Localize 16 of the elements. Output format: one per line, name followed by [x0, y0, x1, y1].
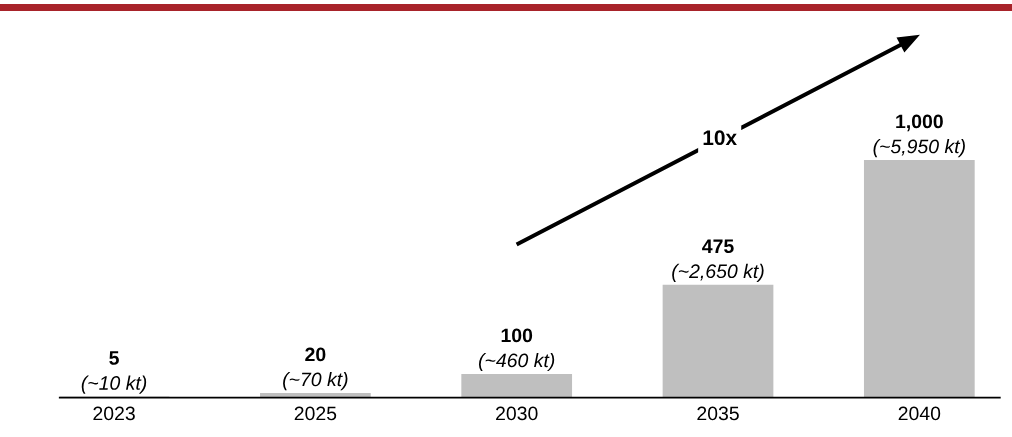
data-label: 100 [501, 328, 533, 343]
x-tick-label: 2040 [898, 406, 941, 421]
annotation: (~2,650 kt) [672, 263, 764, 282]
data-label: 20 [305, 347, 326, 362]
data-label: 1,000 [896, 114, 943, 132]
x-tick-label: 2035 [697, 406, 739, 421]
data-label: 5 [109, 351, 119, 365]
annotation: (~70 kt) [283, 372, 348, 391]
annotation: (~5,950 kt) [873, 139, 965, 158]
x-tick-label: 2025 [294, 406, 337, 421]
x-tick-label: 2030 [496, 406, 538, 421]
annotation: (~10 kt) [81, 375, 147, 394]
text: 10x [703, 130, 737, 146]
data-label: 475 [702, 239, 734, 254]
x-tick-label: 2023 [93, 406, 135, 421]
annotation: (~460 kt) [478, 352, 555, 372]
